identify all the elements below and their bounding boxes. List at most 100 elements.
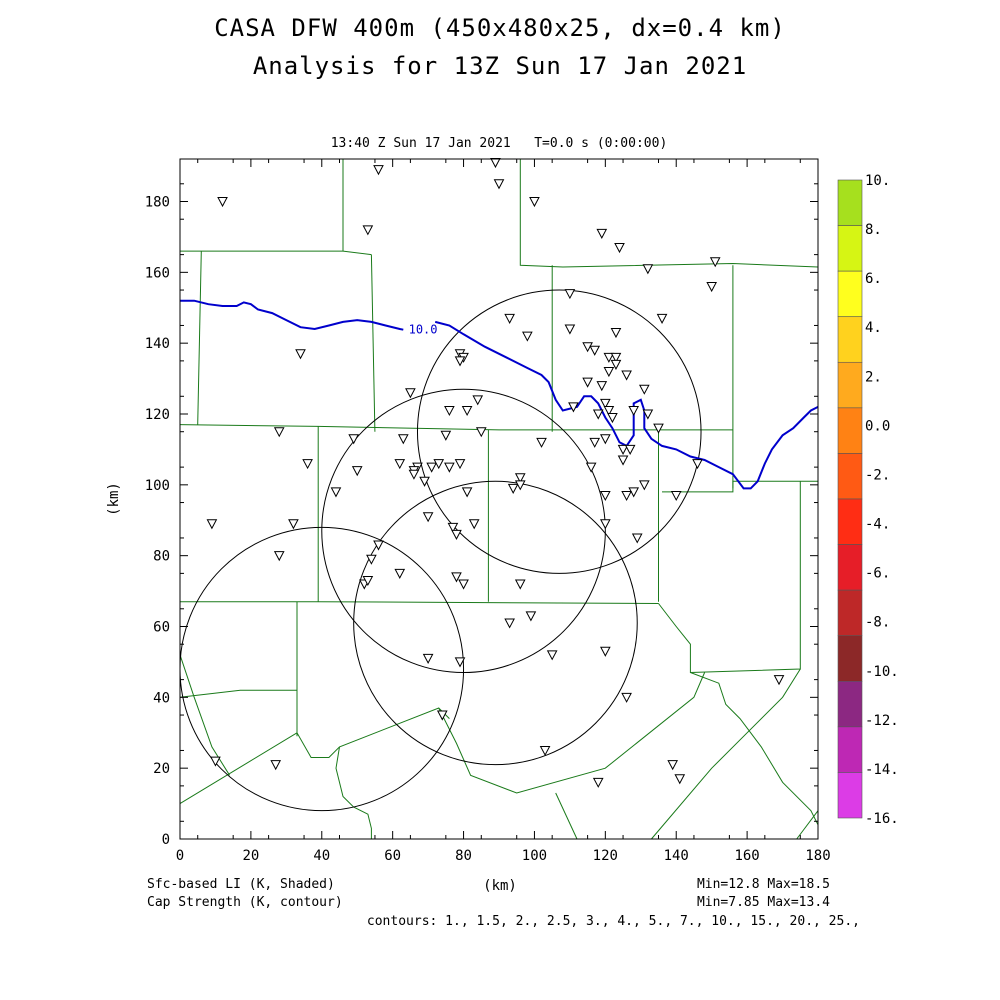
station-marker	[436, 710, 448, 721]
x-tick-label: 0	[176, 848, 184, 864]
x-tick-label: 40	[313, 848, 330, 864]
station-marker	[447, 522, 459, 533]
station-marker	[493, 179, 505, 190]
station-marker	[507, 483, 519, 494]
station-marker	[348, 434, 360, 445]
station-marker	[273, 551, 285, 562]
county-boundary	[662, 480, 818, 493]
station-marker	[288, 519, 299, 530]
station-marker	[397, 434, 409, 445]
colorbar-label: 8.	[865, 222, 882, 238]
county-boundary	[370, 254, 376, 432]
x-tick-label: 100	[522, 848, 547, 864]
station-marker	[603, 405, 615, 417]
station-marker	[667, 760, 679, 771]
station-marker	[670, 490, 682, 502]
station-marker	[295, 349, 306, 360]
chart-title: CASA DFW 400m (450x480x25, dx=0.4 km)	[214, 14, 786, 42]
colorbar-label: -6.	[865, 566, 890, 582]
colorbar-label: 2.	[865, 369, 882, 385]
colorbar-label: 4.	[865, 320, 882, 336]
station-marker	[522, 331, 533, 342]
county-boundary	[690, 481, 801, 673]
station-marker	[621, 692, 632, 703]
county-boundary	[197, 251, 202, 425]
station-marker	[582, 342, 593, 353]
station-marker	[614, 243, 625, 254]
shaded-field-stats: Min=12.8 Max=18.5	[696, 877, 830, 892]
station-marker	[603, 367, 615, 378]
colorbar-label: 0.0	[865, 418, 890, 434]
station-marker	[330, 487, 342, 498]
station-marker	[210, 756, 221, 767]
x-tick-label: 60	[384, 848, 401, 864]
y-tick-label: 80	[153, 549, 170, 565]
station-marker	[568, 402, 579, 413]
station-marker	[217, 197, 228, 208]
station-marker	[628, 405, 640, 417]
station-marker	[624, 444, 636, 455]
radar-range-ring	[416, 289, 702, 574]
station-marker	[273, 427, 285, 438]
colorbar-label: -8.	[865, 615, 890, 631]
station-marker	[592, 777, 604, 788]
station-marker	[592, 409, 604, 420]
station-marker	[394, 568, 406, 579]
station-marker	[596, 228, 608, 239]
y-axis-label: (km)	[106, 482, 122, 516]
colorbar-swatch	[837, 680, 863, 728]
station-marker	[617, 444, 629, 455]
x-tick-label: 180	[805, 848, 830, 864]
station-marker	[589, 437, 601, 448]
station-marker	[638, 384, 650, 395]
station-marker	[472, 395, 484, 406]
county-boundary	[335, 746, 372, 839]
y-tick-label: 100	[145, 478, 170, 494]
station-marker	[514, 579, 526, 590]
station-marker	[451, 572, 462, 583]
station-marker	[433, 459, 445, 470]
station-marker	[373, 540, 384, 551]
colorbar-swatch	[837, 726, 863, 773]
colorbar-swatch	[837, 316, 863, 363]
station-marker	[444, 462, 455, 473]
station-marker	[419, 476, 430, 487]
county-boundary	[555, 792, 578, 840]
station-marker	[607, 413, 618, 424]
cap-contour-line	[180, 299, 404, 331]
station-marker	[642, 264, 654, 275]
colorbar-swatch	[837, 270, 863, 318]
station-marker	[270, 760, 282, 771]
station-marker	[394, 459, 406, 470]
station-marker	[454, 356, 466, 367]
colorbar-label: -12.	[865, 713, 899, 729]
station-marker	[617, 455, 629, 466]
county-boundary	[651, 668, 801, 840]
colorbar-swatch	[837, 453, 863, 500]
y-tick-label: 40	[153, 690, 170, 706]
station-marker	[596, 381, 608, 392]
colorbar-label: 6.	[865, 271, 882, 287]
station-marker	[362, 225, 374, 236]
station-marker	[621, 370, 632, 381]
station-marker	[638, 480, 650, 491]
x-tick-label: 80	[455, 848, 472, 864]
colorbar-swatch	[837, 361, 863, 409]
contour-value-label: 10.0	[409, 323, 438, 337]
station-marker	[564, 289, 576, 300]
y-tick-label: 60	[153, 620, 170, 636]
station-marker	[461, 487, 473, 498]
y-tick-label: 20	[153, 761, 170, 777]
station-marker	[656, 313, 668, 324]
station-marker	[610, 328, 622, 339]
station-marker	[426, 462, 437, 473]
station-marker	[600, 434, 611, 445]
colorbar-swatch	[837, 772, 863, 819]
cap-contour-line	[434, 320, 819, 490]
station-marker	[600, 490, 611, 502]
radar-range-ring	[353, 480, 638, 766]
station-marker	[451, 529, 462, 540]
station-marker	[454, 657, 466, 668]
y-tick-label: 180	[145, 195, 170, 211]
